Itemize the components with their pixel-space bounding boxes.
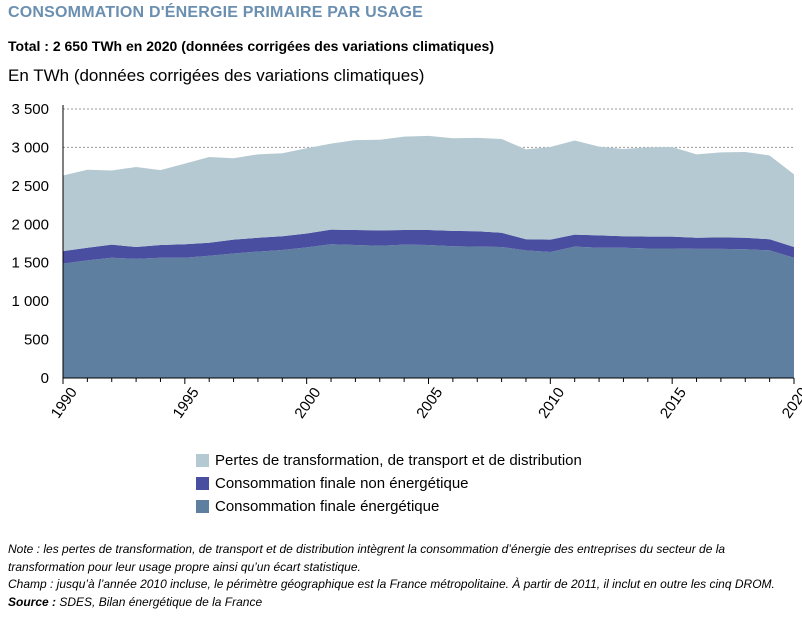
x-tick-label: 2000 xyxy=(291,385,324,422)
y-tick-label: 3 000 xyxy=(11,139,49,156)
source-line: Source : SDES, Bilan énergétique de la F… xyxy=(8,594,794,612)
x-tick-label: 2020 xyxy=(779,385,802,422)
champ-text: Champ : jusqu’à l’année 2010 incluse, le… xyxy=(8,577,775,591)
note-text: Note : les pertes de transformation, de … xyxy=(8,542,726,574)
legend-item: Consommation finale non énergétique xyxy=(196,472,582,495)
x-tick-label: 1995 xyxy=(170,385,203,422)
area-energy-final xyxy=(63,244,794,378)
chart-subtitle: Total : 2 650 TWh en 2020 (données corri… xyxy=(8,38,495,54)
source-label: Source : xyxy=(8,594,57,609)
legend-swatch-energy xyxy=(196,500,209,513)
x-tick-label: 1990 xyxy=(48,385,81,422)
legend: Pertes de transformation, de transport e… xyxy=(196,449,582,518)
notes: Note : les pertes de transformation, de … xyxy=(8,541,794,611)
y-tick-label: 2 500 xyxy=(11,178,49,195)
legend-label-non-energy: Consommation finale non énergétique xyxy=(215,475,469,492)
y-tick-label: 2 000 xyxy=(11,216,49,233)
area-layer xyxy=(63,135,794,378)
y-tick-label: 0 xyxy=(41,370,49,387)
y-tick-label: 1 500 xyxy=(11,255,49,272)
unit-label: En TWh (données corrigées des variations… xyxy=(8,66,425,85)
legend-swatch-losses xyxy=(196,454,209,467)
area-non-energy xyxy=(63,229,794,264)
legend-item: Consommation finale énergétique xyxy=(196,495,582,518)
legend-label-losses: Pertes de transformation, de transport e… xyxy=(215,452,582,469)
legend-swatch-non-energy xyxy=(196,477,209,490)
y-tick-label: 500 xyxy=(24,332,49,349)
area-losses xyxy=(63,135,794,252)
y-tick-label: 1 000 xyxy=(11,293,49,310)
legend-item: Pertes de transformation, de transport e… xyxy=(196,449,582,472)
source-text: SDES, Bilan énergétique de la France xyxy=(56,594,263,609)
x-tick-label: 2015 xyxy=(657,385,690,422)
y-tick-label: 3 500 xyxy=(11,101,49,118)
legend-label-energy: Consommation finale énergétique xyxy=(215,498,440,515)
area-chart: 0 500 1 000 1 500 2 000 2 500 3 000 3 500 1990 19… xyxy=(11,101,802,422)
x-tick-label: 2005 xyxy=(413,385,446,422)
chart-title: CONSOMMATION D'ÉNERGIE PRIMAIRE PAR USAG… xyxy=(8,4,423,21)
x-tick-label: 2010 xyxy=(535,385,568,422)
